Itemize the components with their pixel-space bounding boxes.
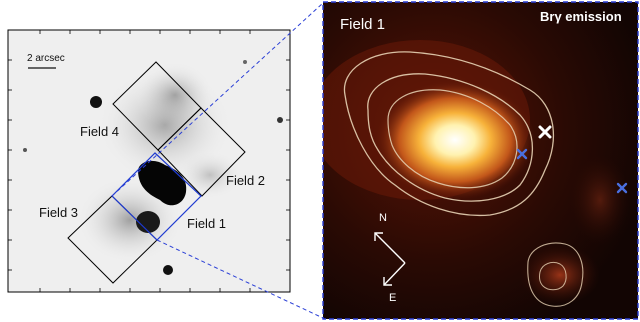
compass-north-label: N — [379, 212, 387, 224]
star-3 — [277, 117, 283, 123]
contour-faint-inner — [538, 261, 567, 291]
contour-outer — [343, 51, 555, 217]
right-field-label: Field 1 — [340, 16, 386, 33]
field-1-box — [111, 152, 202, 241]
star-5 — [243, 60, 247, 64]
left-panel-ticks — [8, 30, 290, 292]
left-image-panel — [7, 29, 291, 293]
compass-east-label: E — [389, 292, 397, 304]
star-2 — [163, 265, 173, 275]
compass-arrows — [374, 232, 406, 286]
field-3-label: Field 3 — [39, 205, 79, 220]
field-2-box — [157, 107, 246, 197]
field-1-label: Field 1 — [187, 216, 227, 231]
contour-faint-outer — [527, 242, 584, 307]
blue-x-marker-outer — [616, 182, 628, 194]
zoom-line-top — [111, 2, 324, 197]
blue-x-marker-inner — [516, 148, 528, 160]
star-1 — [90, 96, 102, 108]
field-4-label: Field 4 — [80, 124, 120, 139]
contour-mid — [367, 73, 534, 202]
field-2-label: Field 2 — [226, 173, 266, 188]
contour-inner — [387, 89, 518, 189]
emission-label: Brγ emission — [540, 9, 622, 24]
zoom-line-bottom — [156, 239, 324, 319]
scale-bar-label: 2 arcsec — [27, 53, 65, 64]
right-emission-panel — [322, 1, 639, 320]
star-4 — [23, 148, 27, 152]
white-x-marker — [538, 125, 552, 139]
